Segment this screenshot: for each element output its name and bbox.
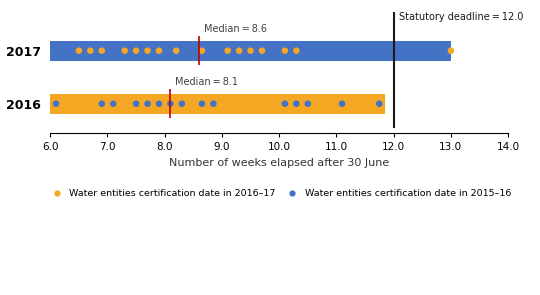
Bar [50,41,451,61]
Point [303,101,312,106]
Point [154,101,163,106]
Point [281,48,289,53]
Text: Median = 8.1: Median = 8.1 [175,77,238,87]
Point [209,101,218,106]
Legend: Water entities certification date in 2016–17, Water entities certification date : Water entities certification date in 201… [44,186,515,202]
Point [178,101,186,106]
Point [120,48,129,53]
Point [52,101,60,106]
Point [143,48,152,53]
Text: Statutory deadline = 12.0: Statutory deadline = 12.0 [399,12,524,22]
Point [132,48,140,53]
Point [292,101,301,106]
Point [143,101,152,106]
Point [258,48,266,53]
Bar [50,94,385,114]
Point [246,48,255,53]
Point [338,101,347,106]
Point [75,48,83,53]
Point [198,101,206,106]
Point [172,48,180,53]
Point [224,48,232,53]
Point [198,48,206,53]
Point [97,48,106,53]
Point [292,48,301,53]
Point [86,48,94,53]
Point [166,101,175,106]
Point [109,101,118,106]
Point [281,101,289,106]
Point [447,48,455,53]
Point [235,48,244,53]
Point [97,101,106,106]
Point [154,48,163,53]
Point [132,101,140,106]
Point [375,101,383,106]
X-axis label: Number of weeks elapsed after 30 June: Number of weeks elapsed after 30 June [169,158,389,168]
Text: Median = 8.6: Median = 8.6 [204,24,267,34]
